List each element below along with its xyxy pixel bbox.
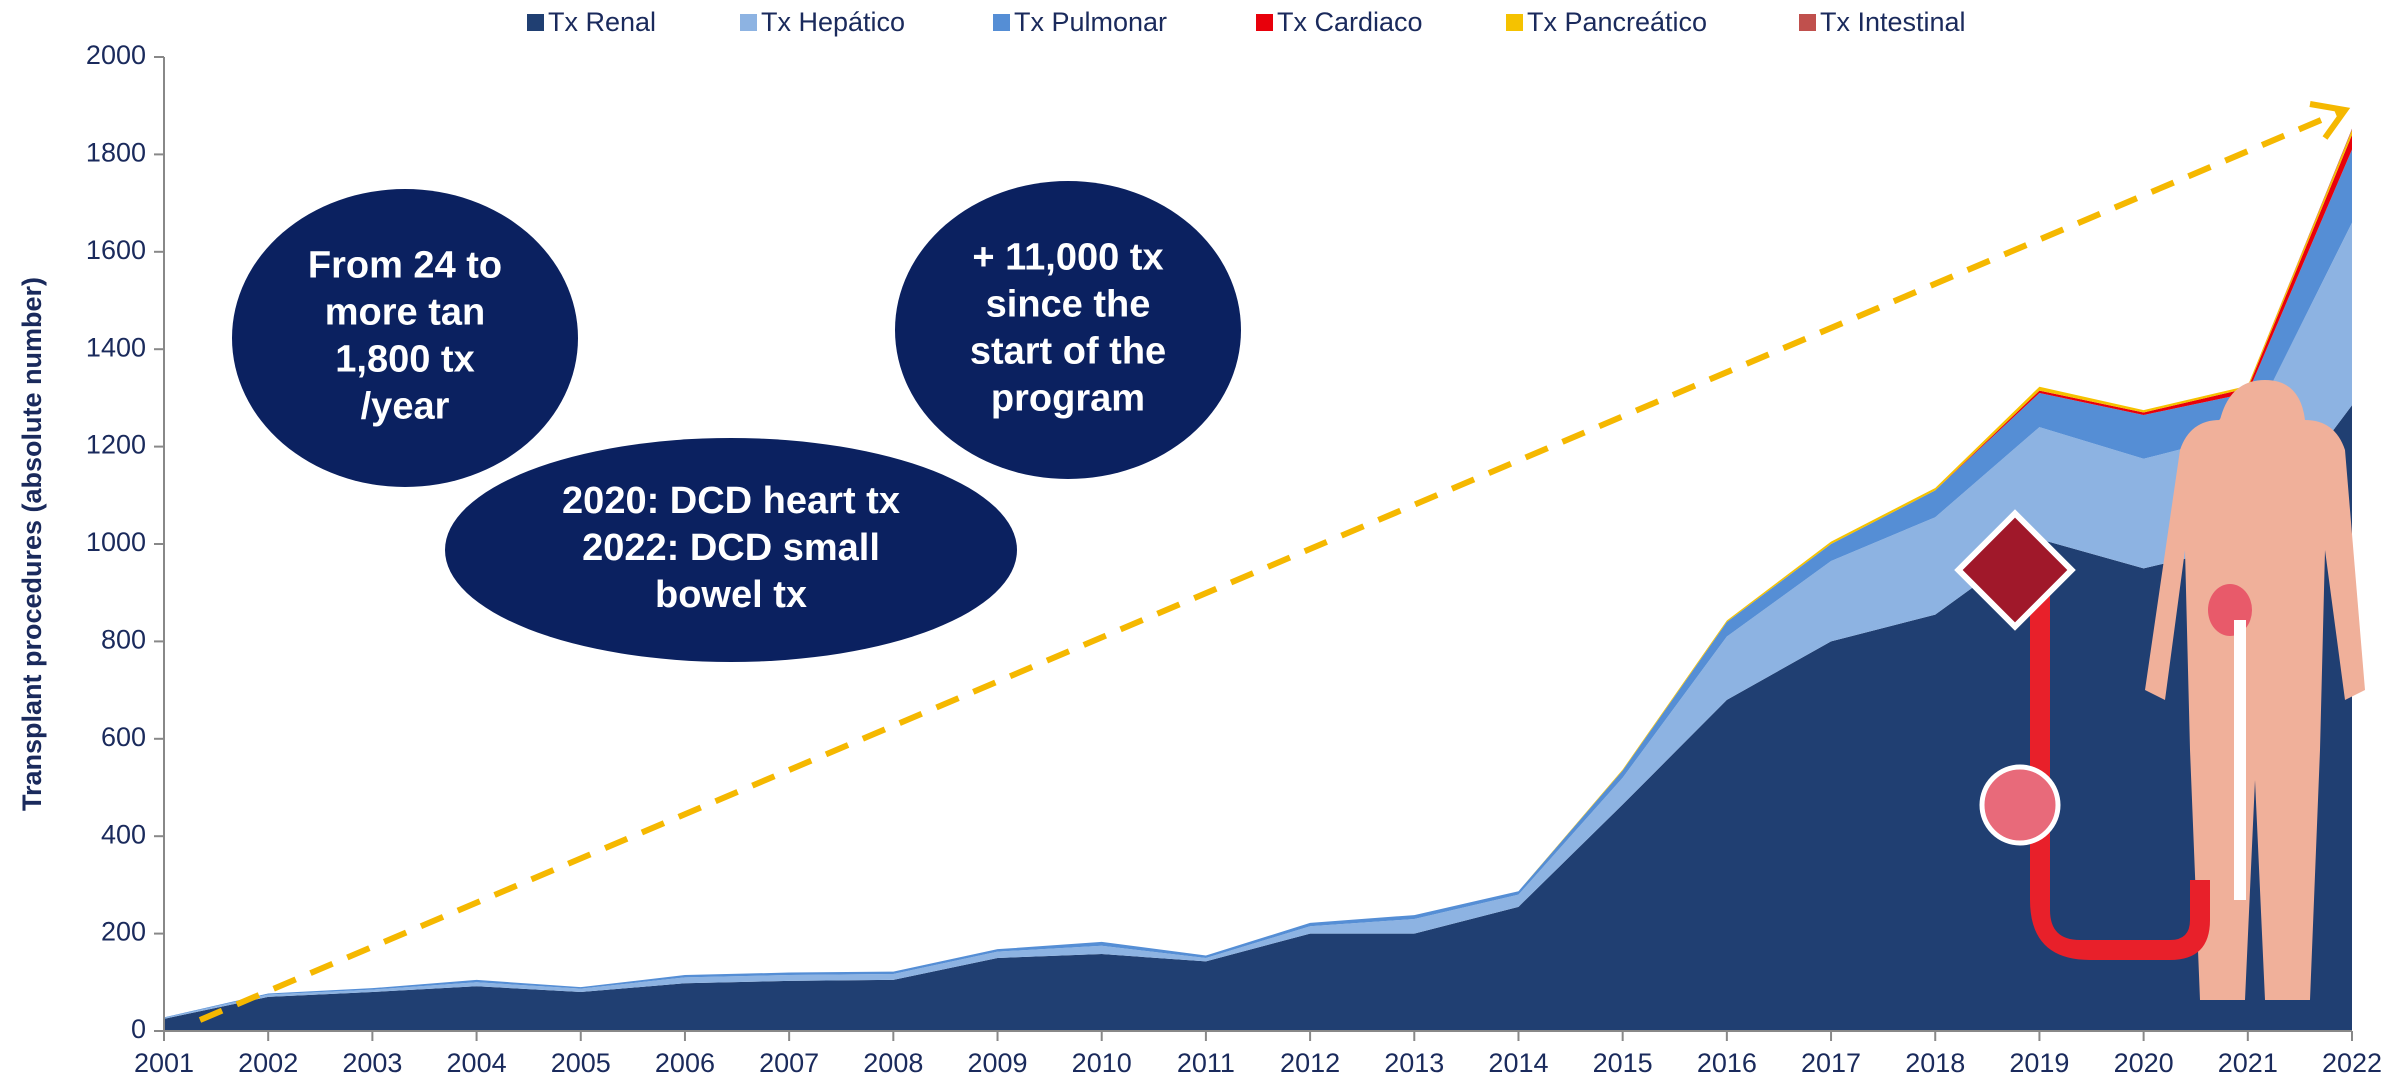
head: [2212, 405, 2278, 485]
x-tick-label: 2020: [2114, 1048, 2174, 1078]
annotation-bubble: [895, 181, 1241, 479]
x-tick-label: 2012: [1280, 1048, 1340, 1078]
y-tick-label: 0: [131, 1014, 146, 1044]
legend-swatch: [1256, 14, 1273, 31]
area: [164, 405, 2352, 1032]
trend-arrow: [198, 109, 2342, 1023]
legend-label: Tx Hepático: [761, 7, 905, 37]
y-tick-label: 1000: [86, 527, 146, 557]
annotation-text: 1,800 tx: [335, 339, 474, 381]
annotation-text: program: [991, 378, 1145, 420]
x-tick-label: 2001: [134, 1048, 194, 1078]
annotation-bubble: [232, 189, 578, 487]
legend-label: Tx Renal: [548, 7, 656, 37]
legend-label: Tx Pancreático: [1527, 7, 1707, 37]
legend-label: Tx Cardiaco: [1277, 7, 1423, 37]
x-tick-label: 2014: [1488, 1048, 1548, 1078]
body: [2145, 380, 2365, 1000]
x-tick-label: 2004: [447, 1048, 507, 1078]
annotation-text: bowel tx: [655, 574, 807, 616]
x-tick-label: 2016: [1697, 1048, 1757, 1078]
y-tick-label: 1400: [86, 332, 146, 362]
legend-swatch: [1506, 14, 1523, 31]
x-tick-label: 2005: [551, 1048, 611, 1078]
y-tick-label: 400: [101, 819, 146, 849]
y-tick-label: 200: [101, 917, 146, 947]
annotation-bubble: [445, 438, 1017, 662]
x-tick-label: 2019: [2009, 1048, 2069, 1078]
y-tick-label: 1200: [86, 430, 146, 460]
y-axis-label: Transplant procedures (absolute number): [17, 277, 47, 811]
x-tick-label: 2021: [2218, 1048, 2278, 1078]
x-tick-label: 2022: [2322, 1048, 2382, 1078]
x-tick-label: 2011: [1177, 1048, 1235, 1078]
x-tick-label: 2008: [863, 1048, 923, 1078]
legend-swatch: [1799, 14, 1816, 31]
annotation-text: more tan: [325, 292, 485, 334]
x-tick-label: 2003: [342, 1048, 402, 1078]
legend-swatch: [527, 14, 544, 31]
y-tick-label: 800: [101, 625, 146, 655]
x-tick-label: 2018: [1905, 1048, 1965, 1078]
x-tick-label: 2002: [238, 1048, 298, 1078]
annotation-text: From 24 to: [308, 245, 502, 287]
annotation-text: /year: [361, 386, 450, 428]
x-tick-label: 2015: [1593, 1048, 1653, 1078]
y-tick-label: 2000: [86, 40, 146, 70]
x-tick-label: 2013: [1384, 1048, 1444, 1078]
annotation-text: 2020: DCD heart tx: [562, 480, 900, 522]
x-tick-label: 2006: [655, 1048, 715, 1078]
x-tick-label: 2010: [1072, 1048, 1132, 1078]
trend-arrow-head: [2309, 101, 2351, 140]
tube: [2030, 560, 2210, 960]
legend-label: Tx Intestinal: [1820, 7, 1966, 37]
annotation-text: start of the: [970, 331, 1166, 373]
annotation-text: + 11,000 tx: [972, 237, 1163, 279]
annotation-text: 2022: DCD small: [582, 527, 880, 569]
x-tick-label: 2017: [1801, 1048, 1861, 1078]
x-tick-label: 2007: [759, 1048, 819, 1078]
legend-swatch: [993, 14, 1010, 31]
areas: [164, 128, 2352, 1032]
device: [1954, 509, 2076, 631]
y-tick-label: 1600: [86, 235, 146, 265]
annotation-text: since the: [986, 284, 1151, 326]
y-tick-label: 1800: [86, 138, 146, 168]
x-tick-label: 2009: [967, 1048, 1027, 1078]
pump: [1979, 764, 2061, 846]
y-tick-label: 600: [101, 722, 146, 752]
legend-swatch: [740, 14, 757, 31]
illustration: [1954, 380, 2365, 1000]
legend-label: Tx Pulmonar: [1014, 7, 1167, 37]
